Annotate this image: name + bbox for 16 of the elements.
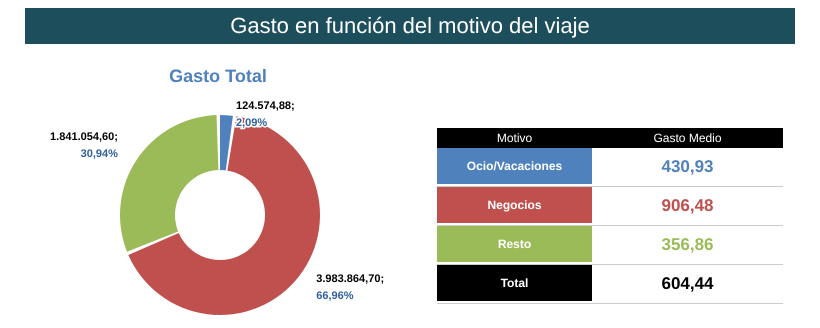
donut-slice: [220, 115, 233, 170]
category-label: Negocios: [437, 187, 592, 225]
data-label: 1.841.054,60; 30,94%: [50, 131, 118, 160]
text: Motivo: [496, 131, 534, 145]
category-label: Ocio/Vacaciones: [437, 148, 592, 186]
donut-slice: [120, 115, 218, 252]
data-label: 3.983.864,70; 66,96%: [316, 273, 384, 302]
data-label: 356,86: [660, 234, 714, 256]
text: Gasto Medio: [652, 131, 723, 145]
chart-title: Gasto en función del motivo del viaje: [230, 13, 590, 39]
data-label: 430,93: [660, 156, 714, 178]
data-label: 906,48: [660, 195, 714, 217]
chart-subtitle: Gasto Total: [169, 66, 267, 86]
data-label: 604,44: [660, 273, 714, 295]
category-label: Total: [437, 265, 592, 303]
category-label: Resto: [437, 226, 592, 264]
